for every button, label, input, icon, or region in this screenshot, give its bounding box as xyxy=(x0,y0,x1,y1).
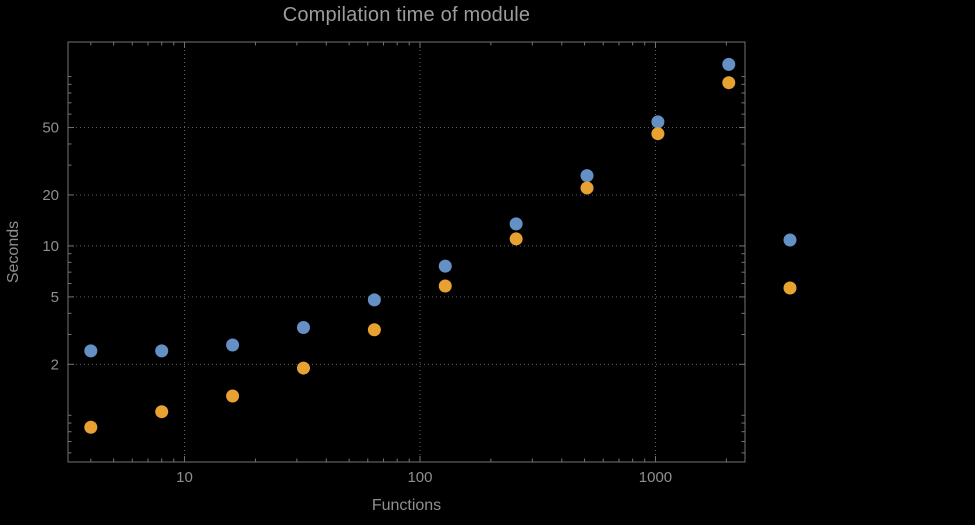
data-point xyxy=(155,405,169,419)
plot-frame xyxy=(67,41,746,463)
x-axis-label: Functions xyxy=(371,497,442,514)
data-point xyxy=(438,259,452,273)
data-point xyxy=(296,320,310,334)
y-tick-label: 5 xyxy=(51,289,59,306)
x-tick-label: 1000 xyxy=(639,469,672,486)
data-point xyxy=(155,344,169,358)
data-point xyxy=(509,232,523,246)
data-point xyxy=(226,389,240,403)
legend-marker xyxy=(783,281,797,295)
data-point xyxy=(651,115,665,129)
x-tick-label: 10 xyxy=(176,469,193,486)
data-point xyxy=(84,420,98,434)
data-point xyxy=(226,338,240,352)
y-tick-label: 2 xyxy=(51,356,59,373)
chart-title: Compilation time of module xyxy=(282,4,531,26)
data-point xyxy=(580,181,594,195)
y-tick-label: 50 xyxy=(42,120,59,137)
data-point xyxy=(509,217,523,231)
data-point xyxy=(580,169,594,183)
data-point xyxy=(84,344,98,358)
y-tick-label: 10 xyxy=(42,238,59,255)
x-tick-label: 100 xyxy=(407,469,432,486)
data-point xyxy=(296,361,310,375)
data-point xyxy=(722,76,736,90)
data-point xyxy=(367,323,381,337)
data-point xyxy=(651,127,665,141)
data-point xyxy=(367,293,381,307)
legend-marker xyxy=(783,233,797,247)
data-point xyxy=(438,279,452,293)
data-point xyxy=(722,57,736,71)
y-tick-label: 20 xyxy=(42,187,59,204)
